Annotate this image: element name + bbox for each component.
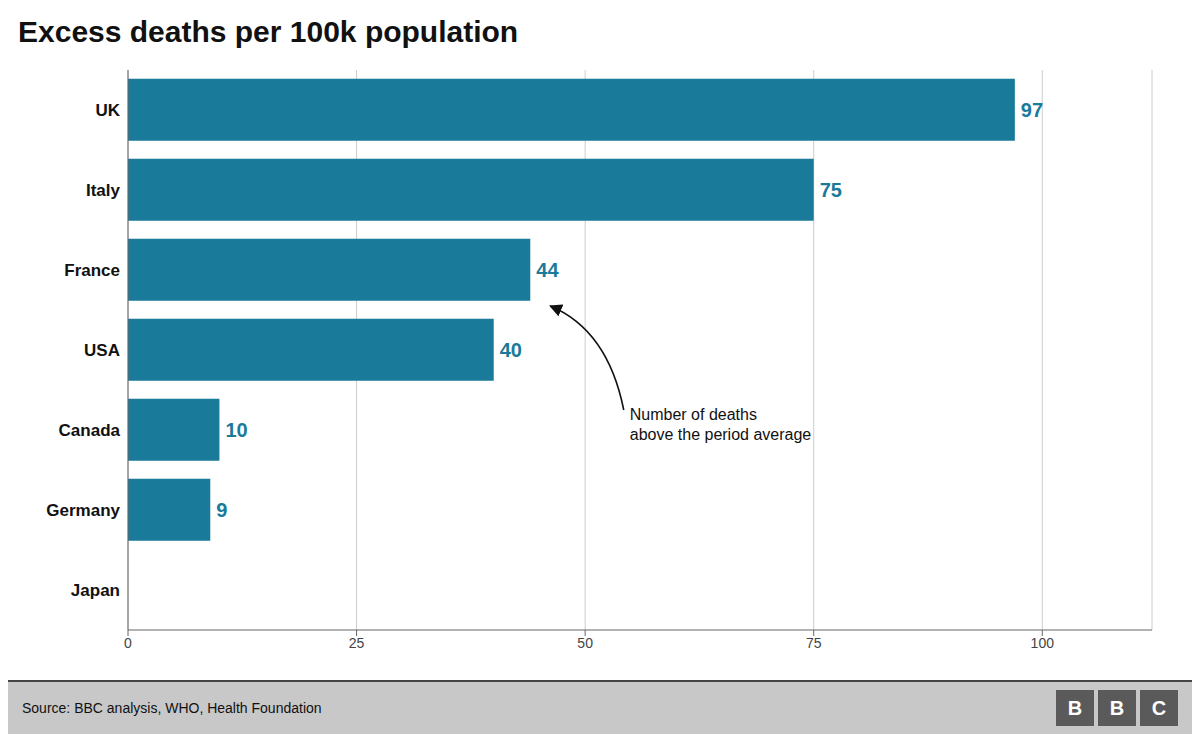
html-text:B: B (1109, 696, 1125, 719)
svg-text:USA: USA (84, 341, 120, 360)
svg-text:Canada: Canada (59, 421, 121, 440)
svg-text:10: 10 (225, 419, 247, 441)
svg-text:UK: UK (95, 101, 120, 120)
svg-text:97: 97 (1021, 99, 1043, 121)
svg-text:France: France (64, 261, 120, 280)
html-text:Source: BBC analysis, WHO, Hea: Source: BBC analysis, WHO, Health Founda… (22, 700, 322, 716)
svg-text:0: 0 (124, 635, 132, 651)
svg-text:100: 100 (1031, 635, 1055, 651)
svg-text:Japan: Japan (71, 581, 120, 600)
svg-text:25: 25 (349, 635, 365, 651)
svg-text:50: 50 (577, 635, 593, 651)
html-text:C: C (1151, 696, 1167, 719)
svg-text:75: 75 (806, 635, 822, 651)
svg-text:Number of deathsabove the peri: Number of deathsabove the period average (630, 406, 812, 443)
svg-text:40: 40 (500, 339, 522, 361)
svg-text:Italy: Italy (86, 181, 121, 200)
html-text:B: B (1067, 696, 1083, 719)
svg-text:44: 44 (536, 259, 559, 281)
svg-text:Germany: Germany (46, 501, 120, 520)
svg-text:9: 9 (216, 499, 227, 521)
html-text:Excess deaths per 100k populat: Excess deaths per 100k population (18, 15, 519, 48)
svg-text:75: 75 (820, 179, 842, 201)
